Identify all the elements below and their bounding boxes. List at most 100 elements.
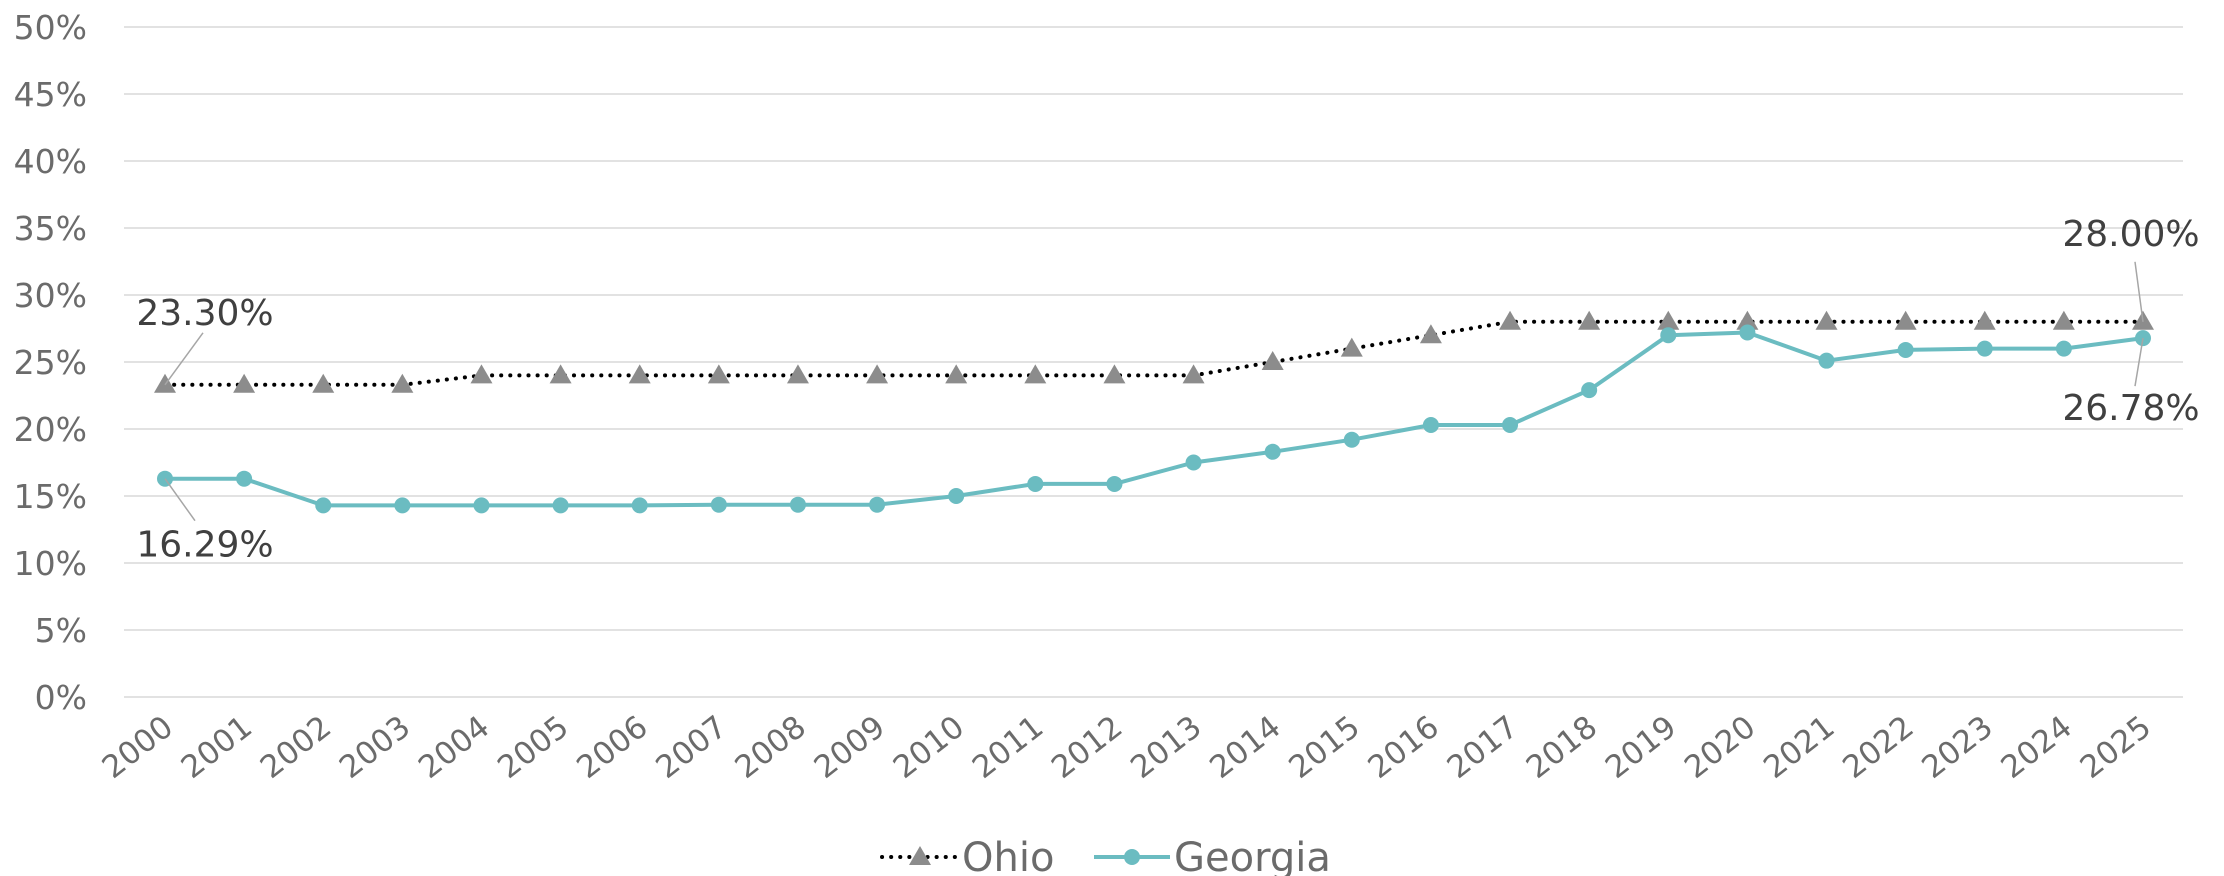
x-tick-label: 2010	[887, 709, 971, 786]
x-tick-label: 2002	[254, 709, 338, 786]
series-layer	[154, 310, 2154, 514]
data-point-ohio	[1894, 310, 1917, 330]
data-point-ohio	[1024, 364, 1047, 384]
x-tick-label: 2024	[1994, 709, 2078, 786]
label-leader-line	[164, 332, 204, 386]
data-point-georgia	[1581, 382, 1598, 399]
x-tick-label: 2011	[966, 709, 1050, 786]
legend: Ohio Georgia	[880, 835, 1331, 876]
x-tick-label: 2014	[1203, 709, 1287, 786]
data-point-ohio	[1261, 351, 1284, 370]
data-label: 28.00%	[2062, 214, 2199, 255]
data-point-georgia	[1660, 327, 1677, 344]
data-point-ohio	[312, 373, 335, 393]
gridlines	[124, 26, 2183, 698]
data-point-georgia	[1976, 340, 1993, 357]
legend-marker-georgia	[1124, 849, 1140, 865]
x-tick-label: 2006	[570, 709, 654, 786]
data-point-ohio	[1419, 324, 1442, 344]
x-tick-label: 2022	[1836, 709, 1920, 786]
y-tick-label: 30%	[14, 276, 87, 315]
data-point-ohio	[154, 373, 176, 393]
y-tick-label: 5%	[35, 611, 87, 650]
data-point-ohio	[1182, 364, 1205, 384]
y-tick-label: 50%	[14, 8, 87, 47]
data-point-ohio	[1657, 310, 1680, 330]
data-label: 23.30%	[136, 293, 273, 334]
data-point-georgia	[315, 497, 332, 514]
data-label: 16.29%	[136, 525, 273, 566]
y-tick-label: 40%	[14, 142, 87, 181]
x-tick-label: 2008	[729, 709, 813, 786]
data-point-georgia	[1343, 431, 1360, 448]
x-tick-label: 2003	[333, 709, 417, 786]
data-point-ohio	[1815, 310, 1838, 330]
data-point-georgia	[394, 497, 411, 514]
series-line-georgia	[165, 330, 2144, 508]
x-tick-label: 2009	[808, 709, 892, 786]
data-point-georgia	[789, 496, 806, 513]
data-point-ohio	[2052, 310, 2075, 330]
data-point-georgia	[552, 497, 569, 514]
label-leader-line	[2134, 261, 2144, 322]
x-tick-label: 2007	[649, 709, 733, 786]
data-point-georgia	[1739, 324, 1756, 341]
data-label: 26.78%	[2062, 388, 2199, 429]
y-tick-label: 20%	[14, 410, 87, 449]
data-point-georgia	[1264, 443, 1281, 460]
data-point-ohio	[707, 364, 730, 384]
x-tick-label: 2025	[2074, 709, 2158, 786]
y-tick-label: 0%	[35, 678, 87, 717]
y-tick-label: 35%	[14, 209, 87, 248]
data-point-georgia	[2055, 340, 2072, 357]
x-tick-label: 2004	[412, 709, 496, 786]
data-point-ohio	[786, 364, 809, 384]
data-point-georgia	[1027, 475, 1044, 492]
x-tick-label: 2012	[1045, 709, 1129, 786]
x-tick-label: 2020	[1678, 709, 1762, 786]
data-labels: 23.30% 16.29% 28.00% 26.78%	[136, 214, 2199, 566]
x-tick-label: 2000	[96, 709, 180, 786]
x-tick-label: 2016	[1362, 709, 1446, 786]
data-point-georgia	[1897, 341, 1914, 358]
data-point-ohio	[1973, 310, 1996, 330]
y-tick-label: 45%	[14, 75, 87, 114]
data-point-ohio	[391, 373, 414, 393]
data-point-ohio	[866, 364, 889, 384]
data-point-ohio	[1340, 337, 1363, 357]
x-tick-label: 2015	[1282, 709, 1366, 786]
label-leader-line	[2134, 338, 2144, 387]
x-tick-label: 2021	[1757, 709, 1841, 786]
y-axis-ticks: 0% 5% 10% 15% 20% 25% 30% 35% 40% 45% 50%	[14, 8, 87, 717]
data-point-georgia	[869, 496, 886, 513]
data-point-georgia	[1106, 475, 1123, 492]
y-tick-label: 25%	[14, 343, 87, 382]
data-point-georgia	[1185, 454, 1202, 471]
data-point-georgia	[236, 470, 253, 487]
data-point-georgia	[948, 488, 965, 504]
x-tick-label: 2023	[1915, 709, 1999, 786]
x-tick-label: 2018	[1520, 709, 1604, 786]
data-point-georgia	[473, 497, 490, 514]
x-axis-ticks: 2000200120022003200420052006200720082009…	[96, 709, 2158, 786]
legend-marker-ohio	[909, 846, 931, 865]
x-tick-label: 2019	[1599, 709, 1683, 786]
data-point-ohio	[470, 364, 493, 384]
y-tick-label: 15%	[14, 477, 87, 516]
data-point-georgia	[1818, 352, 1835, 369]
x-tick-label: 2001	[175, 709, 259, 786]
x-tick-label: 2013	[1124, 709, 1208, 786]
legend-label-ohio: Ohio	[962, 835, 1054, 876]
data-point-ohio	[1578, 310, 1601, 330]
data-point-georgia	[631, 497, 648, 514]
x-tick-label: 2017	[1441, 709, 1525, 786]
data-point-ohio	[549, 364, 572, 384]
data-point-georgia	[710, 496, 727, 513]
data-point-ohio	[628, 364, 651, 384]
data-point-ohio	[1103, 364, 1126, 384]
y-tick-label: 10%	[14, 544, 87, 583]
data-point-ohio	[945, 364, 968, 384]
series-line-ohio	[163, 319, 2145, 387]
legend-label-georgia: Georgia	[1174, 835, 1331, 876]
